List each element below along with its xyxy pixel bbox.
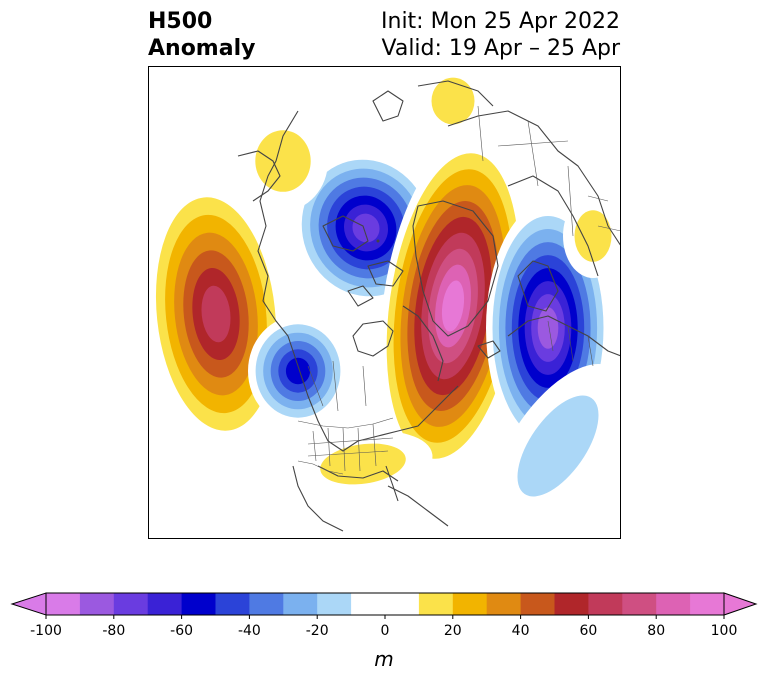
colorbar-box (181, 593, 216, 615)
colorbar-ticks: -100 -80 -60 -40 -20 0 20 40 60 80 100 (30, 615, 737, 639)
us-canada-border (297, 417, 394, 429)
contour-band (537, 307, 559, 349)
colorbar-box (351, 593, 386, 615)
asia-north-coast (417, 80, 494, 107)
map-title: H500 Anomaly (148, 8, 255, 62)
colorbar-box (147, 593, 182, 615)
contour-band (431, 77, 475, 125)
caribbean-coast (387, 485, 449, 527)
colorbar-box (554, 593, 589, 615)
colorbar-box (486, 593, 521, 615)
colorbar-box (113, 593, 149, 615)
russia-internal (477, 105, 574, 237)
contour-band (441, 280, 465, 332)
colorbar-tick-label: 80 (647, 623, 665, 639)
russia-coast (507, 175, 599, 277)
labrador-coast (402, 305, 444, 382)
greenland-coast (412, 200, 499, 337)
anomaly-north-atlantic-trough (492, 364, 621, 528)
hudson-bay-coast (352, 320, 394, 357)
contour-band (517, 395, 599, 497)
anomaly-scandinavia-ridge (418, 66, 488, 139)
colorbar-box (520, 593, 555, 615)
init-date: Init: Mon 25 Apr 2022 (381, 9, 620, 34)
colorbar-box (690, 593, 725, 615)
colorbar-box (215, 593, 250, 615)
colorbar-box (79, 593, 115, 615)
colorbar-box (317, 593, 352, 615)
colorbar-box (588, 593, 623, 615)
title-field: Anomaly (148, 36, 256, 61)
colorbar-box (249, 593, 284, 615)
colorbar-unit: m (374, 647, 393, 671)
title-variable: H500 (148, 9, 213, 34)
colorbar-box (656, 593, 691, 615)
colorbar-box (46, 593, 81, 615)
colorbar-tick-label: 0 (381, 623, 390, 639)
colorbar-box (418, 593, 454, 615)
scandinavia-coast (517, 260, 559, 312)
florida-coast (385, 465, 399, 502)
colorbar-tick-label: -60 (170, 623, 193, 639)
colorbar-boxes (10, 592, 758, 616)
colorbar-tick-label: -20 (306, 623, 329, 639)
europe-borders (547, 320, 594, 367)
colorbar-box (283, 593, 318, 615)
anomaly-northwest-canada-trough (248, 316, 348, 426)
colorbar-tick-label: 100 (711, 623, 738, 639)
contour-band (201, 285, 231, 343)
colorbar-tick-label: -40 (238, 623, 261, 639)
alaska-coast (237, 150, 281, 202)
coastlines (237, 80, 621, 532)
colorbar-box (385, 593, 420, 615)
us-mexico-border (297, 460, 344, 475)
mexico-coast (292, 465, 344, 532)
contour-band (285, 357, 311, 385)
colorbar: -100 -80 -60 -40 -20 0 20 40 60 80 100 m (10, 592, 758, 671)
gulf-coast (317, 465, 399, 482)
colorbar-tick-label: -80 (102, 623, 125, 639)
us-state-lines (307, 423, 394, 472)
colorbar-tick-label: -100 (30, 623, 62, 639)
anomaly-central-asia-ridge (563, 194, 621, 278)
valid-range: Valid: 19 Apr – 25 Apr (381, 36, 621, 61)
anomaly-map (148, 66, 621, 539)
contour-band (574, 210, 612, 262)
colorbar-over-arrow (723, 592, 758, 616)
anomaly-fields (148, 66, 621, 528)
political-borders (297, 105, 621, 475)
colorbar-box (622, 593, 657, 615)
colorbar-tick-label: 40 (512, 623, 530, 639)
north-america-coast (257, 110, 459, 452)
contour-band (255, 130, 311, 192)
map-dates: Init: Mon 25 Apr 2022 Valid: 19 Apr – 25… (381, 8, 620, 62)
colorbar-under-arrow (10, 592, 47, 616)
contour-band (352, 213, 380, 243)
anomaly-greenland-ridge (379, 137, 527, 475)
anomaly-bering-ridge (238, 111, 328, 211)
colorbar-tick-label: 60 (579, 623, 597, 639)
siberia-coast (447, 110, 621, 247)
iceland-coast (477, 340, 501, 359)
asia-borders (587, 195, 621, 232)
pole-marker (376, 239, 380, 243)
kamchatka-coast (372, 90, 404, 122)
arctic-archipelago (322, 215, 404, 307)
canada-provinces (307, 360, 367, 412)
colorbar-box (452, 593, 488, 615)
colorbar-tick-label: 20 (444, 623, 462, 639)
